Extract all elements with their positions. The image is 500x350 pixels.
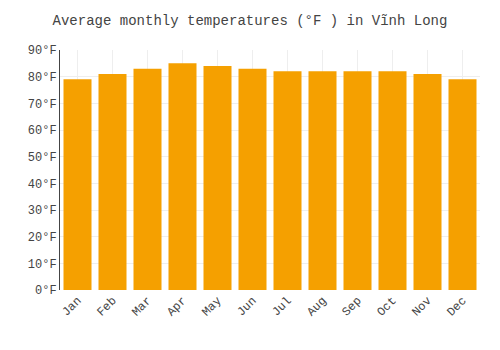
svg-text:Oct: Oct xyxy=(374,294,399,319)
svg-text:Dec: Dec xyxy=(444,294,469,319)
svg-text:30°F: 30°F xyxy=(28,204,57,218)
svg-text:Apr: Apr xyxy=(164,294,189,319)
svg-text:10°F: 10°F xyxy=(28,258,57,272)
svg-text:Jan: Jan xyxy=(59,294,84,319)
svg-text:Aug: Aug xyxy=(304,294,329,319)
svg-text:80°F: 80°F xyxy=(28,71,57,85)
svg-text:Jul: Jul xyxy=(269,294,294,319)
svg-text:Sep: Sep xyxy=(339,294,364,319)
svg-text:70°F: 70°F xyxy=(28,98,57,112)
svg-text:Nov: Nov xyxy=(409,294,434,319)
svg-text:20°F: 20°F xyxy=(28,231,57,245)
svg-text:Mar: Mar xyxy=(129,294,154,319)
svg-text:0°F: 0°F xyxy=(35,284,57,298)
svg-text:Feb: Feb xyxy=(94,294,119,319)
svg-text:50°F: 50°F xyxy=(28,151,57,165)
svg-text:40°F: 40°F xyxy=(28,178,57,192)
svg-text:60°F: 60°F xyxy=(28,124,57,138)
svg-text:May: May xyxy=(199,294,224,319)
svg-text:Jun: Jun xyxy=(234,294,259,319)
svg-text:90°F: 90°F xyxy=(28,44,57,58)
svg-text:Average monthly temperatures (: Average monthly temperatures (°F ) in Vĩ… xyxy=(53,13,448,29)
